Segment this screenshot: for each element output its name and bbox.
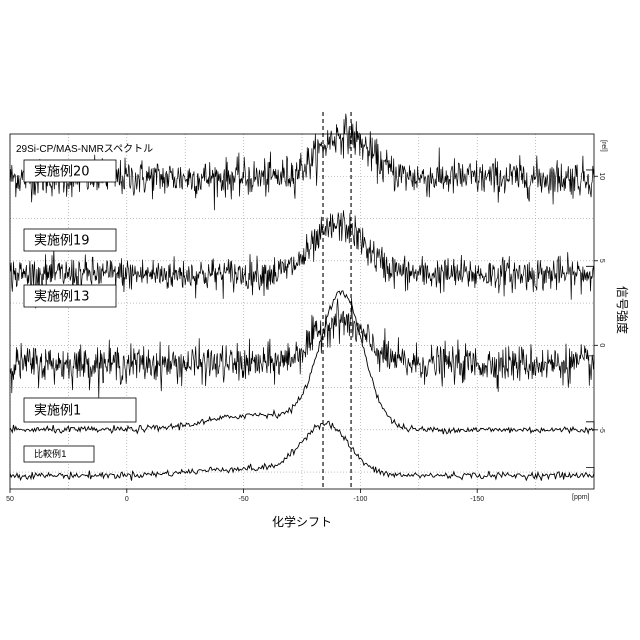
baseline-marker-3 (586, 422, 594, 430)
x-axis-title: 化学シフト (272, 514, 332, 529)
reference-lines (323, 112, 351, 489)
y-tick-label-1: 5 (598, 259, 605, 263)
y-unit-label: [rel] (600, 140, 607, 152)
series-label-2: 実施例13 (34, 289, 90, 305)
x-tick-label-2: -50 (239, 496, 249, 503)
x-unit-label: [ppm] (572, 494, 590, 501)
y-axis-title: 信号強度 (615, 286, 630, 334)
y-tick-label-2: 0 (598, 343, 605, 347)
y-ticks: 10 5 0 -5 (594, 172, 605, 433)
y-tick-label-3: -5 (598, 427, 605, 433)
y-tick-label-0: 10 (598, 172, 605, 180)
series-label-0: 実施例20 (34, 164, 90, 180)
x-tick-label-0: 50 (6, 496, 14, 503)
series-labels: 実施例20 実施例19 実施例13 実施例1 比較例1 (24, 160, 136, 462)
x-ticks: 50 0 -50 -100 -150 (6, 489, 484, 503)
chart-title: 29Si-CP/MAS-NMRスペクトル (16, 143, 153, 155)
x-tick-label-4: -150 (470, 496, 484, 503)
series-label-4: 比較例1 (34, 448, 67, 460)
series-label-1: 実施例19 (34, 233, 90, 249)
x-tick-label-1: 0 (125, 496, 129, 503)
x-tick-label-3: -100 (353, 496, 367, 503)
series-label-3: 実施例1 (34, 403, 81, 419)
